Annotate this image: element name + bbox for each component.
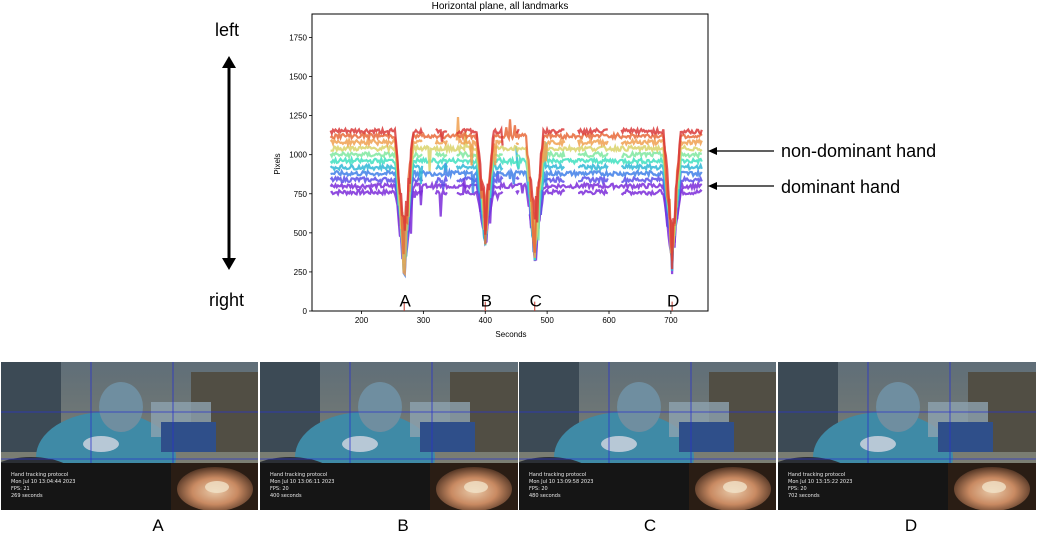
frame-info-overlay: Hand tracking protocol Mon Jul 10 13:09:…	[519, 463, 689, 510]
series-band-line	[329, 179, 703, 262]
series-band-line	[329, 146, 703, 271]
frame-info-overlay: Hand tracking protocol Mon Jul 10 13:04:…	[1, 463, 171, 510]
series-band-line	[330, 162, 703, 279]
y-tick-label: 0	[303, 307, 308, 316]
microscope-inset-image	[948, 463, 1036, 510]
frame-info-line: FPS: 20	[270, 486, 289, 492]
x-tick-label: 200	[355, 316, 369, 325]
frame-info-overlay: Hand tracking protocol Mon Jul 10 13:06:…	[260, 463, 430, 510]
y-tick-label: 500	[294, 229, 308, 238]
right-label: right	[209, 290, 245, 310]
frame-info-line: FPS: 20	[529, 486, 548, 492]
series-band-line	[329, 116, 703, 277]
series-band-line	[329, 119, 703, 261]
frame-info-line: Hand tracking protocol	[270, 472, 328, 478]
x-tick-label: 700	[664, 316, 678, 325]
frame-info-line: Mon Jul 10 13:09:58 2023	[529, 479, 594, 485]
frame-label-a: A	[152, 516, 164, 535]
dominant-hand-label: dominant hand	[781, 177, 901, 197]
frame-info-line: FPS: 20	[788, 486, 807, 492]
y-tick-label: 1500	[289, 73, 307, 82]
x-tick-label: 600	[602, 316, 616, 325]
frame-info-line: 269 seconds	[11, 493, 43, 499]
frame-info-line: FPS: 21	[11, 486, 30, 492]
chart: 200 300 400 500 600 700 0 250 500 750 1000 1250 1500…	[273, 1, 709, 339]
event-marker-label: B	[481, 291, 492, 310]
frame-info-line: 702 seconds	[788, 493, 820, 499]
frame-label-b: B	[397, 516, 409, 535]
y-tick-label: 1250	[289, 112, 307, 121]
double-arrow-icon	[222, 56, 236, 270]
plot-frame	[311, 13, 709, 312]
frame-info-line: 400 seconds	[270, 493, 302, 499]
frame-info-line: Hand tracking protocol	[529, 472, 587, 478]
x-tick-label: 500	[540, 316, 554, 325]
video-frame-a: Hand tracking protocol Mon Jul 10 13:04:…	[1, 362, 258, 510]
chart-axes: 200 300 400 500 600 700 0 250 500 750 1000 1250 1500…	[289, 13, 709, 325]
chart-data-bands	[329, 116, 703, 279]
frame-info-line: Hand tracking protocol	[11, 472, 69, 478]
frame-label-c: C	[643, 516, 657, 535]
series-band-line	[330, 131, 703, 254]
chart-event-markers: A B C D	[400, 291, 679, 311]
video-frame-c: Hand tracking protocol Mon Jul 10 13:09:…	[519, 362, 776, 510]
x-tick-label: 300	[417, 316, 431, 325]
chart-title: Horizontal plane, all landmarks	[432, 1, 569, 12]
frame-label-d: D	[904, 516, 918, 535]
hand-arrows	[708, 147, 774, 190]
frame-info-line: Mon Jul 10 13:06:11 2023	[270, 479, 335, 485]
y-tick-label: 750	[294, 190, 308, 199]
y-tick-label: 250	[294, 268, 308, 277]
chart-xlabel: Seconds	[495, 330, 526, 339]
x-tick-label: 400	[479, 316, 493, 325]
series-band-line	[330, 178, 703, 275]
microscope-inset-image	[430, 463, 518, 510]
left-label: left	[215, 20, 240, 40]
frame-info-overlay: Hand tracking protocol Mon Jul 10 13:15:…	[778, 463, 948, 510]
video-frame-b: Hand tracking protocol Mon Jul 10 13:06:…	[260, 362, 518, 510]
frame-info-line: Mon Jul 10 13:15:22 2023	[788, 479, 853, 485]
non-dominant-hand-label: non-dominant hand	[781, 141, 937, 161]
y-tick-label: 1750	[289, 33, 307, 42]
event-marker-label: D	[667, 291, 679, 310]
microscope-inset-image	[689, 463, 776, 510]
chart-ylabel: Pixels	[273, 153, 282, 174]
frame-info-line: 480 seconds	[529, 493, 561, 499]
series-band-line	[329, 142, 703, 272]
frame-info-line: Hand tracking protocol	[788, 472, 846, 478]
microscope-inset-image	[171, 463, 258, 510]
event-marker-label: A	[400, 291, 412, 310]
series-band-line	[329, 125, 703, 270]
frame-info-line: Mon Jul 10 13:04:44 2023	[11, 479, 76, 485]
event-marker-label: C	[530, 291, 542, 310]
y-tick-label: 1000	[289, 151, 307, 160]
video-frame-d: Hand tracking protocol Mon Jul 10 13:15:…	[778, 362, 1036, 510]
